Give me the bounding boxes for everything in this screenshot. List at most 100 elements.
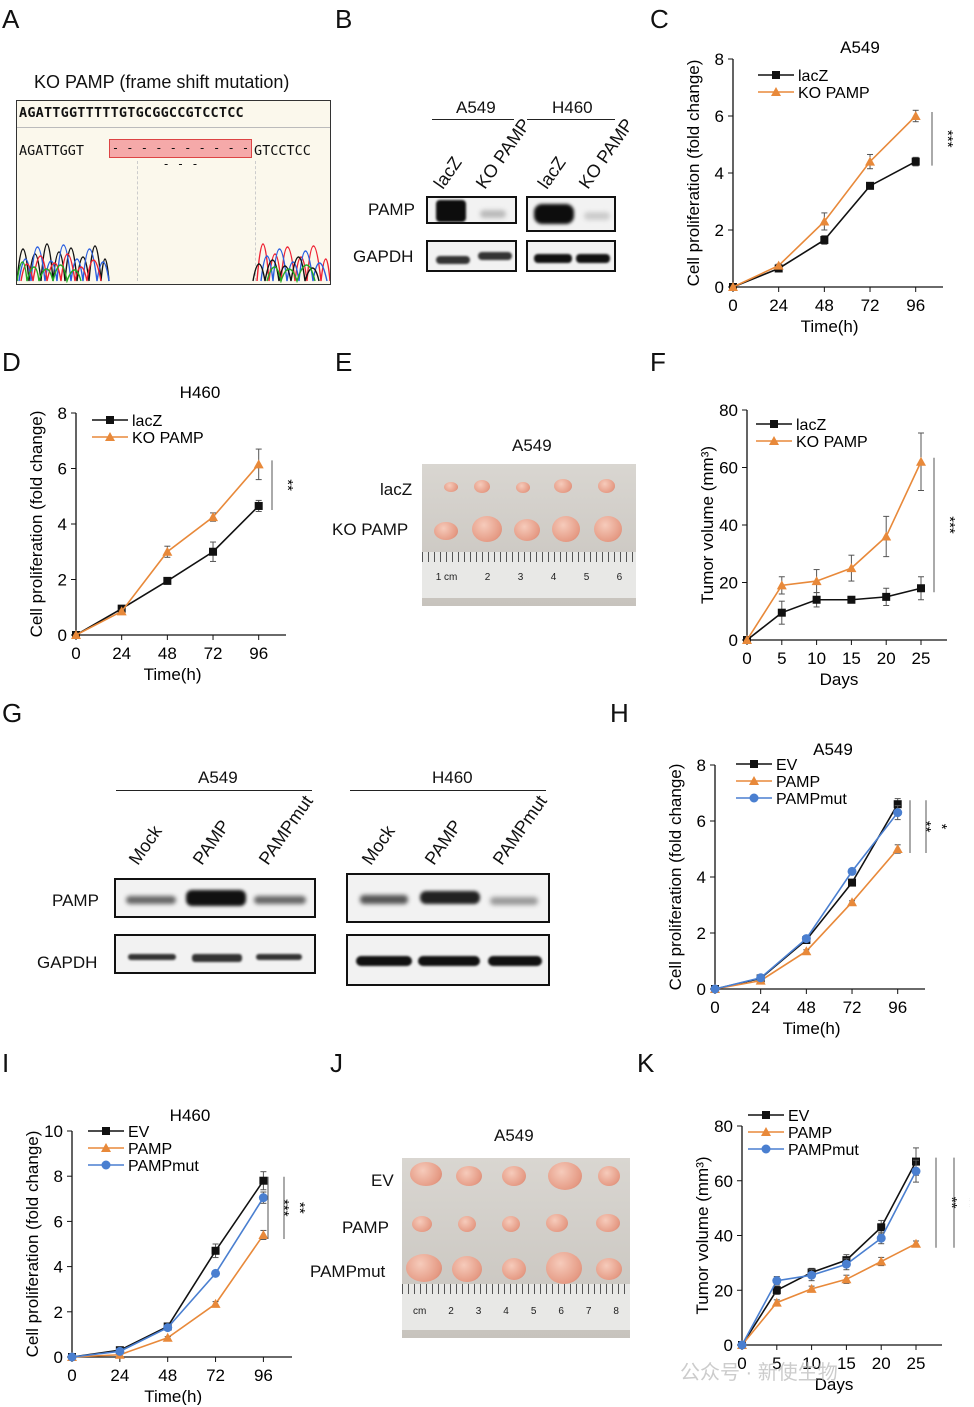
ruler-mark: 2 (448, 1306, 454, 1317)
data-point (916, 456, 926, 466)
data-point (819, 216, 830, 226)
data-point (893, 800, 902, 809)
data-point (811, 576, 822, 586)
data-point (771, 1297, 782, 1307)
legend-label: PAMP (128, 1141, 172, 1158)
ruler-mark: 4 (503, 1306, 509, 1317)
legend-label: PAMP (776, 774, 820, 791)
legend-label: EV (788, 1108, 810, 1125)
y-tick-label: 6 (697, 812, 706, 831)
significance-label: *** (939, 130, 956, 148)
data-point (881, 531, 892, 541)
y-tick-label: 0 (54, 1348, 63, 1367)
data-point (893, 808, 903, 818)
y-tick-label: 80 (719, 401, 738, 420)
blot-g-group-h460: H460 (432, 768, 473, 787)
series-line (741, 1170, 917, 1346)
x-tick-label: 0 (67, 1366, 76, 1385)
legend-label: KO PAMP (798, 85, 870, 102)
legend-marker (106, 416, 114, 424)
chromatogram: AGATTGGTTTTTGTGCGGCCGTCCTCC AGATTGGT - -… (16, 100, 331, 285)
x-tick-label: 25 (907, 1354, 926, 1373)
blot-g-lane-3: PAMPmut (254, 791, 317, 869)
data-point (877, 1223, 886, 1232)
x-tick-label: 48 (158, 1366, 177, 1385)
y-tick-label: 20 (719, 574, 738, 593)
blot-b-row-gapdh: GAPDH (353, 247, 414, 266)
y-tick-label: 4 (54, 1258, 63, 1277)
x-axis-label: Time(h) (783, 1019, 841, 1038)
data-point (772, 1286, 781, 1295)
panel-letter-h: H (610, 698, 629, 728)
group-underline (350, 790, 546, 791)
data-point (710, 984, 720, 994)
data-point (882, 592, 891, 601)
data-point (71, 630, 81, 639)
data-point (259, 1176, 268, 1185)
significance-label: ** (291, 1202, 308, 1214)
y-tick-label: 40 (714, 1227, 733, 1246)
y-tick-label: 20 (714, 1281, 733, 1300)
series-line (75, 505, 260, 636)
legend-marker (101, 1143, 111, 1152)
blot-b-gapdh-a549 (426, 240, 517, 272)
data-point (841, 1259, 851, 1269)
data-point (742, 635, 752, 644)
divider (17, 127, 330, 128)
data-point (801, 946, 812, 956)
y-tick-label: 6 (58, 460, 67, 479)
blot-b-lane-2: KO PAMP (471, 114, 535, 193)
data-point (801, 934, 811, 944)
data-point (865, 156, 876, 166)
data-point (892, 844, 903, 853)
x-tick-label: 24 (751, 998, 770, 1017)
data-point (876, 1256, 887, 1266)
reference-sequence: AGATTGGTTTTTGTGCGGCCGTCCTCC (19, 105, 244, 121)
legend-label: lacZ (796, 417, 826, 434)
x-tick-label: 5 (772, 1354, 781, 1373)
panel-letter-k: K (637, 1048, 655, 1078)
data-point (254, 501, 263, 510)
x-tick-label: 20 (872, 1354, 891, 1373)
legend-label: PAMPmut (788, 1142, 859, 1159)
data-point (910, 111, 921, 120)
blot-b-lane-4: KO PAMP (574, 114, 638, 193)
y-axis-label: Tumor volume (mm³) (693, 1156, 712, 1314)
data-point (162, 546, 173, 556)
data-point (116, 606, 127, 616)
blot-g-gapdh-h460 (346, 934, 550, 986)
ruler-mark: 1 cm (435, 572, 458, 583)
data-point (211, 1268, 221, 1278)
data-point (806, 1283, 817, 1293)
y-tick-label: 2 (715, 221, 724, 240)
blot-g-group-a549: A549 (198, 768, 238, 787)
legend-marker (761, 1127, 771, 1136)
significance-label: ** (279, 479, 296, 491)
blot-g-pamp-a549 (114, 878, 316, 918)
blot-g-row-gapdh: GAPDH (37, 953, 98, 972)
panel-letter-i: I (2, 1048, 10, 1078)
ruler-mark: cm (412, 1306, 427, 1317)
data-point (917, 584, 925, 593)
x-tick-label: 0 (742, 649, 751, 668)
y-tick-label: 0 (697, 980, 706, 999)
x-tick-label: 24 (769, 296, 788, 315)
data-point (211, 1246, 220, 1255)
y-tick-label: 0 (715, 278, 724, 297)
ruler-mark: 2 (484, 572, 491, 583)
photo-j-row-pampmut: PAMPmut (310, 1262, 386, 1281)
y-tick-label: 4 (715, 164, 724, 183)
data-point (847, 866, 857, 876)
data-point (209, 547, 218, 556)
guide-line (255, 161, 256, 281)
watermark: 公众号 · 新使生物 (680, 1362, 838, 1384)
ruler-mark: 5 (530, 1306, 537, 1317)
legend-label: lacZ (132, 413, 162, 430)
chart-title: H460 (180, 383, 221, 402)
x-tick-label: 10 (807, 649, 826, 668)
series-line (714, 848, 899, 990)
blot-b-pamp-a549 (426, 196, 517, 224)
data-point (253, 459, 264, 469)
data-point (776, 580, 787, 590)
